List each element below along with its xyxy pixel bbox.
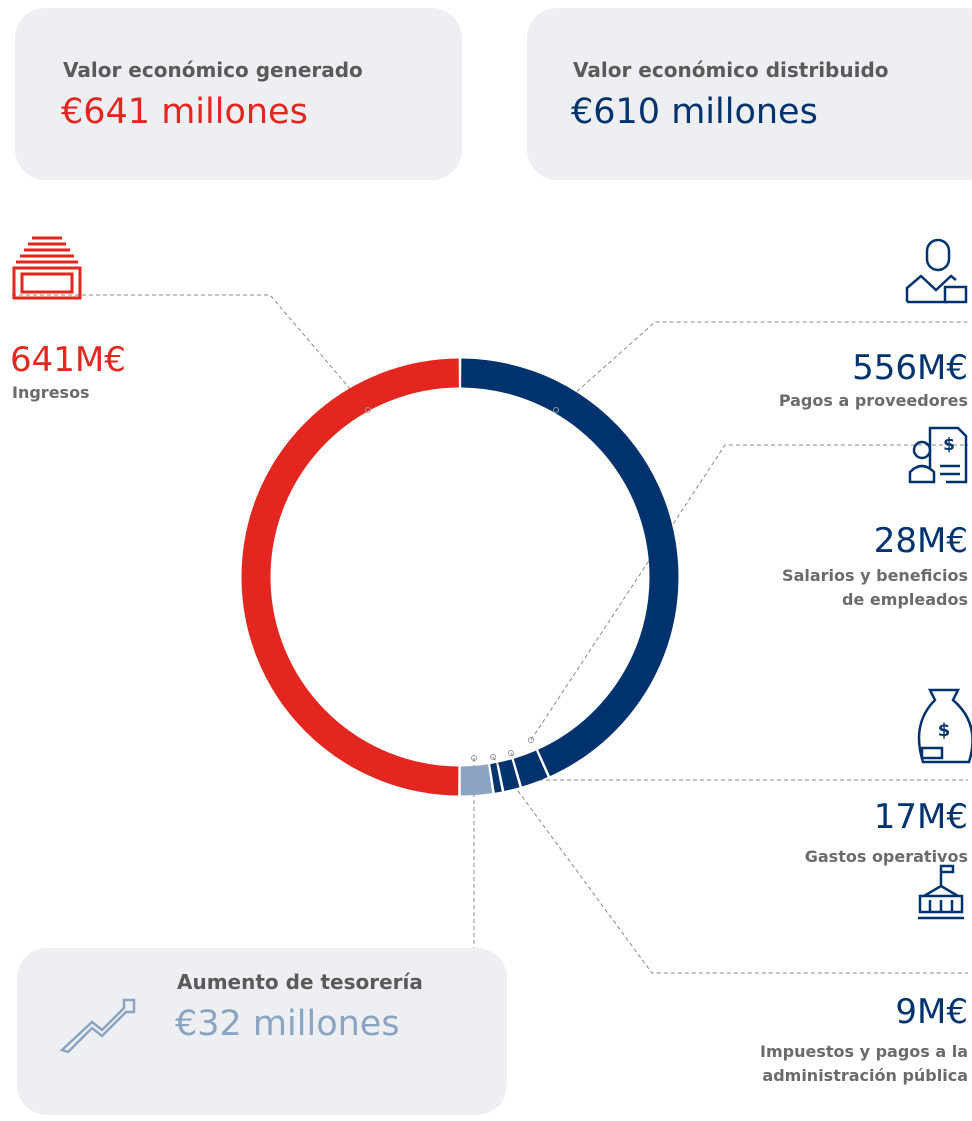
- category-label: Pagos a proveedores: [778, 391, 968, 410]
- card-title: Valor económico distribuido: [573, 58, 889, 82]
- icon-taxes: [918, 864, 964, 920]
- value-label: 556M€: [852, 348, 968, 388]
- value-label: 17M€: [873, 797, 968, 837]
- leader-dot: [471, 755, 477, 761]
- svg-text:$: $: [938, 720, 951, 741]
- card-value: €641 millones: [61, 92, 308, 132]
- donut-segment: [490, 762, 502, 793]
- category-label: Gastos operativos: [804, 847, 968, 866]
- card-treasury: [17, 948, 507, 1115]
- value-label: 9M€: [895, 992, 968, 1032]
- icon-salaries: $: [908, 426, 968, 484]
- leader-dot: [553, 407, 559, 413]
- card-value: €32 millones: [175, 1004, 400, 1044]
- icon-income: [12, 236, 82, 300]
- leader-line: [492, 756, 968, 974]
- leader-dot: [528, 737, 534, 743]
- card-title: Valor económico generado: [63, 58, 363, 82]
- card-value: €610 millones: [571, 92, 818, 132]
- leader-dot: [365, 407, 371, 413]
- category-label: Salarios y beneficios de empleados: [782, 566, 968, 609]
- card-title: Aumento de tesorería: [177, 970, 423, 994]
- leader-line: [555, 321, 968, 411]
- value-label: 28M€: [873, 521, 968, 561]
- category-label: Ingresos: [12, 383, 90, 402]
- leader-dot: [508, 750, 514, 756]
- icon-treasury: [59, 998, 136, 1054]
- leader-line: [12, 294, 369, 411]
- donut-segment: [461, 358, 679, 777]
- leader-dot: [490, 754, 496, 760]
- donut-segment: [241, 358, 459, 796]
- donut-segment: [498, 759, 520, 791]
- icon-suppliers: [905, 238, 968, 304]
- leader-line: [510, 752, 968, 781]
- donut-segment: [460, 764, 493, 796]
- donut-segment: [513, 750, 548, 787]
- leader-line: [530, 444, 968, 741]
- value-label: 641M€: [10, 340, 126, 380]
- card-distributed: [527, 8, 972, 180]
- category-label: Impuestos y pagos a la administración pú…: [759, 1042, 968, 1085]
- card-generated: [15, 8, 462, 180]
- svg-text:$: $: [943, 435, 955, 455]
- icon-expenses: $: [917, 688, 972, 764]
